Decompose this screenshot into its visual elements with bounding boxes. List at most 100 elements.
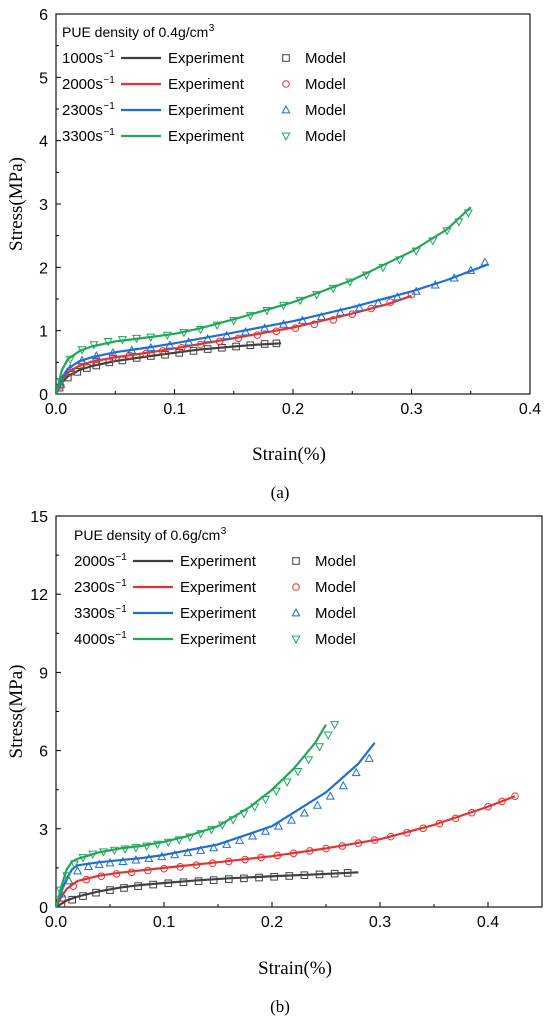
model-point bbox=[185, 833, 195, 842]
model-point bbox=[430, 280, 440, 289]
legend-experiment-label: Experiment bbox=[180, 579, 257, 596]
x-axis-label: Strain(%) bbox=[258, 958, 332, 979]
x-tick-label: 0.2 bbox=[261, 914, 283, 931]
model-point bbox=[142, 842, 152, 851]
model-point bbox=[310, 320, 319, 329]
legend-model-marker bbox=[281, 132, 291, 141]
experiment-line-2300s-1 bbox=[56, 795, 516, 907]
x-tick-label: 0.0 bbox=[45, 914, 67, 931]
model-point bbox=[165, 340, 175, 349]
legend-experiment-label: Experiment bbox=[168, 102, 245, 119]
model-point bbox=[157, 851, 167, 861]
model-point bbox=[170, 849, 180, 859]
model-point bbox=[82, 875, 91, 884]
model-point bbox=[403, 828, 411, 837]
model-point bbox=[300, 871, 309, 879]
model-point bbox=[315, 870, 324, 879]
model-point bbox=[225, 875, 233, 883]
model-point bbox=[105, 858, 115, 867]
model-point bbox=[484, 802, 492, 811]
model-point bbox=[248, 831, 258, 840]
panel-caption: (b) bbox=[270, 997, 290, 1016]
model-point bbox=[83, 861, 93, 870]
model-point bbox=[222, 330, 232, 340]
model-point bbox=[295, 296, 305, 306]
model-point bbox=[179, 878, 188, 887]
legend-model-label: Model bbox=[315, 579, 356, 596]
model-point bbox=[217, 821, 227, 830]
model-point bbox=[234, 334, 243, 343]
legend-rate-label: 3300s bbox=[74, 605, 115, 622]
model-point bbox=[257, 853, 266, 862]
model-point bbox=[146, 333, 156, 342]
legend-model-marker bbox=[282, 80, 290, 88]
model-point bbox=[131, 844, 141, 853]
model-point bbox=[91, 351, 101, 360]
model-point bbox=[370, 836, 379, 844]
model-point bbox=[466, 265, 476, 274]
legend-rate-superscript: −1 bbox=[103, 127, 115, 138]
model-point bbox=[184, 337, 194, 346]
y-tick-label: 9 bbox=[39, 665, 48, 682]
model-point bbox=[351, 767, 361, 777]
model-point bbox=[206, 826, 217, 835]
model-point bbox=[229, 317, 239, 326]
legend-model-marker bbox=[291, 608, 301, 617]
model-point bbox=[209, 842, 219, 852]
model-point bbox=[158, 347, 167, 355]
legend-rate-label: 2000s bbox=[74, 553, 115, 570]
legend-experiment-label: Experiment bbox=[180, 553, 257, 570]
model-point bbox=[435, 819, 444, 828]
legend-model-marker bbox=[292, 557, 300, 565]
model-point bbox=[262, 307, 272, 316]
model-point bbox=[209, 876, 218, 884]
model-point bbox=[127, 868, 136, 877]
model-point bbox=[245, 312, 255, 321]
model-point bbox=[387, 832, 395, 841]
legend-experiment-label: Experiment bbox=[180, 631, 257, 648]
experiment-line-4000s-1 bbox=[56, 723, 327, 907]
model-point bbox=[323, 731, 333, 740]
model-point bbox=[89, 341, 99, 350]
model-point bbox=[278, 319, 289, 328]
model-point bbox=[160, 864, 168, 873]
chart-panel-b: 0.0 0.1 0.2 0.3 0.4 0 3 6 9 12 15 Strain(%) Stress(M… bbox=[6, 509, 543, 1016]
y-tick-label: 2 bbox=[39, 260, 48, 277]
model-point bbox=[354, 302, 364, 312]
model-point bbox=[112, 870, 121, 878]
legend-rate-label: 3300s bbox=[62, 128, 103, 145]
model-point bbox=[109, 354, 117, 362]
y-tick-label: 3 bbox=[39, 197, 48, 214]
model-point bbox=[162, 331, 172, 341]
y-tick-label: 3 bbox=[39, 822, 48, 839]
model-point bbox=[65, 355, 75, 365]
model-point bbox=[273, 851, 282, 860]
model-point bbox=[316, 311, 326, 321]
model-point bbox=[196, 845, 206, 854]
model-point bbox=[69, 882, 78, 890]
model-point bbox=[454, 218, 464, 227]
model-point bbox=[69, 860, 79, 869]
model-point bbox=[291, 324, 300, 332]
model-point bbox=[203, 345, 212, 353]
experiment-line-3300s-1 bbox=[56, 742, 376, 907]
model-point bbox=[260, 323, 270, 332]
legend-title-superscript: 3 bbox=[209, 23, 215, 34]
model-point bbox=[239, 810, 249, 819]
model-point bbox=[144, 866, 152, 875]
x-tick-label: 0.0 bbox=[45, 401, 67, 418]
legend-model-label: Model bbox=[315, 605, 356, 622]
x-tick-label: 0.1 bbox=[153, 914, 175, 931]
y-axis-label: Stress(MPa) bbox=[6, 665, 27, 759]
model-point bbox=[411, 247, 421, 256]
legend-rate-label: 2300s bbox=[62, 102, 103, 119]
legend-rate-label: 1000s bbox=[62, 50, 103, 67]
plot-frame bbox=[55, 13, 531, 395]
model-point bbox=[108, 347, 118, 357]
x-tick-label: 0.1 bbox=[163, 401, 185, 418]
model-point bbox=[174, 836, 184, 845]
model-point bbox=[203, 333, 213, 343]
